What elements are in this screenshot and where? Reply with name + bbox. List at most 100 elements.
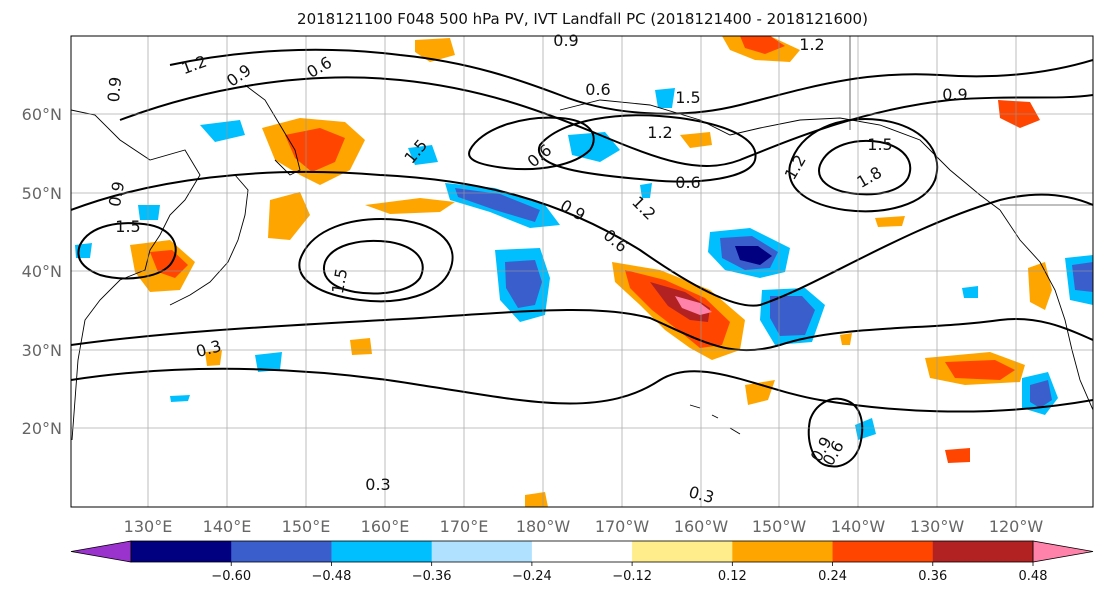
- positive-anomaly-patch: [945, 360, 1015, 380]
- contour-label: 1.5: [115, 217, 140, 236]
- latitude-label: 50°N: [22, 184, 62, 203]
- longitude-label: 140°W: [831, 517, 886, 536]
- longitude-label: 170°E: [440, 517, 489, 536]
- pv-contour: [298, 218, 454, 303]
- colorbar-tick-label: 0.48: [1019, 569, 1048, 584]
- positive-anomaly-patch: [268, 192, 310, 240]
- contour-label: 0.9: [104, 76, 125, 103]
- positive-anomaly-patch: [945, 448, 970, 463]
- latitude-label: 30°N: [22, 341, 62, 360]
- contour-label: 0.6: [675, 173, 700, 192]
- longitude-label: 160°E: [361, 517, 410, 536]
- negative-anomaly-patch: [200, 120, 245, 142]
- positive-anomaly-patch: [365, 198, 455, 214]
- negative-anomaly-patch: [655, 88, 675, 108]
- pv-contour: [788, 118, 939, 213]
- negative-anomaly-patch: [770, 296, 815, 336]
- ivt-anomaly-shading: [75, 36, 1093, 507]
- colorbar-tick-label: 0.24: [818, 569, 847, 584]
- contour-label: 0.9: [942, 85, 967, 104]
- positive-anomaly-patch: [525, 492, 548, 507]
- figure-title: 2018121100 F048 500 hPa PV, IVT Landfall…: [297, 10, 868, 28]
- colorbar-segment: [832, 541, 934, 562]
- longitude-label: 150°E: [282, 517, 331, 536]
- colorbar-extend-max: [1032, 540, 1094, 563]
- contour-label: 1.5: [328, 267, 351, 295]
- colorbar-segment: [531, 541, 633, 562]
- map-frame: [70, 35, 1094, 508]
- negative-anomaly-patch: [1030, 380, 1052, 408]
- pv-contour: [71, 309, 1093, 352]
- latitude-label: 40°N: [22, 262, 62, 281]
- north-america-coastline: [999, 209, 1093, 411]
- latitude-labels: 60°N 50°N 40°N 30°N 20°N: [22, 105, 62, 438]
- longitude-label: 180°W: [516, 517, 571, 536]
- contour-label: 1.2: [647, 123, 672, 142]
- pv-contour: [71, 367, 1093, 413]
- colorbar-segment: [732, 541, 834, 562]
- pv-contour: [77, 222, 177, 280]
- colorbar-segment: [131, 541, 232, 562]
- negative-anomaly-patch: [1072, 262, 1093, 292]
- pv-contour: [169, 48, 1093, 115]
- kamchatka-coastline: [244, 84, 301, 176]
- positive-anomaly-patch: [205, 350, 222, 366]
- negative-anomaly-patch: [455, 188, 540, 222]
- colorbar-segment: [231, 541, 332, 562]
- colorbar-tick-label: 0.36: [918, 569, 947, 584]
- colorbar-tick-label: −0.60: [211, 569, 251, 584]
- negative-anomaly-patch: [855, 418, 876, 440]
- longitude-labels: 130°E 140°E 150°E 160°E 170°E 180°W 170°W 160°W…: [124, 517, 1044, 536]
- hawaii-islands: [689, 404, 741, 435]
- negative-anomaly-patch: [735, 246, 772, 265]
- positive-anomaly-patch: [840, 333, 852, 345]
- contour-label: 0.9: [105, 180, 128, 208]
- alaska-coastline: [559, 99, 1001, 211]
- pv-contour: [468, 116, 595, 171]
- colorbar-tick-label: −0.24: [512, 569, 552, 584]
- contour-label: 0.3: [365, 475, 390, 494]
- pv-contour: [119, 76, 1093, 167]
- negative-anomaly-patch: [138, 205, 160, 220]
- colorbar-extend-min: [70, 540, 132, 563]
- negative-anomaly-patch: [408, 145, 438, 165]
- pv-contour: [322, 239, 424, 295]
- positive-anomaly-patch: [875, 216, 905, 227]
- colorbar-segment: [632, 541, 733, 562]
- colorbar-segment: [932, 541, 1034, 562]
- colorbar-outline: [130, 540, 1034, 563]
- negative-anomaly-patch: [640, 183, 652, 198]
- latitude-label: 60°N: [22, 105, 62, 124]
- longitude-label: 130°W: [910, 517, 965, 536]
- contour-label: 1.2: [799, 35, 824, 54]
- positive-anomaly-patch: [415, 38, 455, 62]
- colorbar-segment: [431, 541, 533, 562]
- colorbar-tick-label: −0.48: [312, 569, 352, 584]
- pv-contour: [71, 170, 1093, 307]
- colorbar: −0.60 −0.48 −0.36 −0.24 −0.12 0.12 0.24 0.36 0.4…: [70, 540, 1094, 584]
- gridlines: [71, 36, 1093, 507]
- negative-anomaly-patch: [505, 260, 542, 308]
- contour-label: 0.6: [585, 80, 610, 99]
- negative-anomaly-patch: [568, 132, 620, 162]
- negative-anomaly-patch: [962, 286, 978, 298]
- pv-contour: [818, 139, 912, 196]
- longitude-label: 150°W: [752, 517, 807, 536]
- positive-anomaly-patch: [680, 132, 712, 148]
- contour-label: 1.5: [675, 88, 700, 107]
- japan-coastline: [169, 174, 249, 306]
- asia-coastline: [71, 109, 201, 441]
- positive-anomaly-patch: [285, 128, 345, 172]
- latitude-label: 20°N: [22, 419, 62, 438]
- longitude-label: 160°W: [674, 517, 729, 536]
- longitude-label: 170°W: [595, 517, 650, 536]
- colorbar-tick-label: −0.36: [412, 569, 452, 584]
- negative-anomaly-patch: [170, 395, 190, 402]
- pv-contour: [537, 114, 757, 183]
- positive-anomaly-patch: [740, 36, 785, 54]
- colorbar-segment: [331, 541, 433, 562]
- negative-anomaly-patch: [255, 352, 282, 372]
- colorbar-tick-label: 0.12: [718, 569, 747, 584]
- longitude-label: 130°E: [124, 517, 173, 536]
